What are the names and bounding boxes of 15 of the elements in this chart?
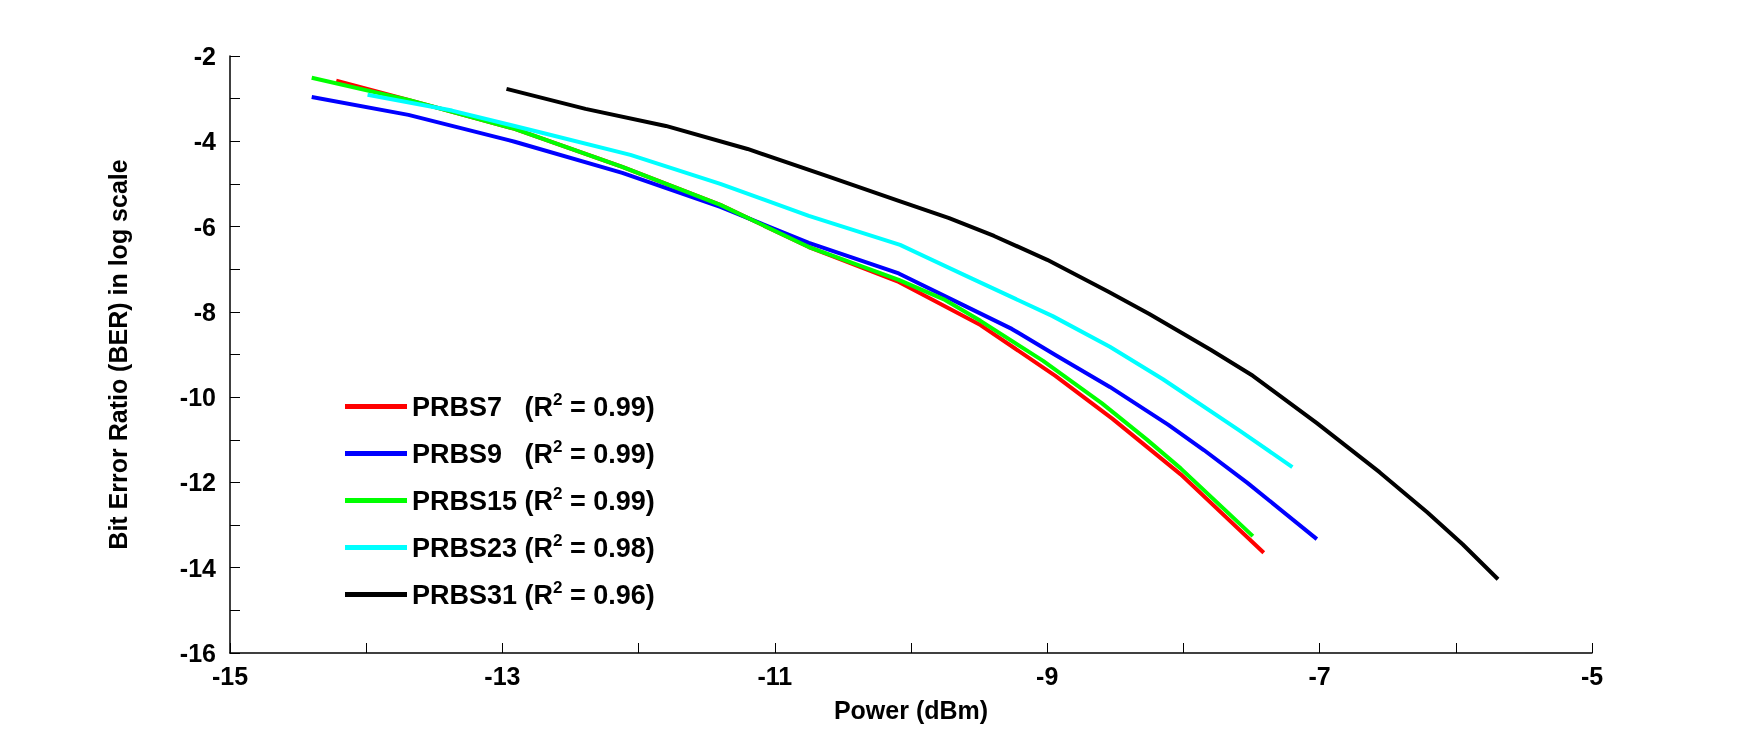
x-tick-label: -5 [1580,661,1604,690]
x-tick-label: -7 [1308,661,1331,690]
x-tick-label: -11 [757,661,793,690]
y-tick-label: -2 [193,42,216,70]
y-tick-label: -14 [179,553,217,582]
y-tick-label: -10 [179,383,216,412]
x-axis-title: Power (dBm) [833,695,989,724]
y-tick-label: -6 [193,212,216,241]
x-tick-label: -13 [484,661,521,690]
y-tick-label: -4 [193,127,217,156]
y-axis-title: Bit Error Ratio (BER) in log scale [103,159,132,550]
x-tick-label: -9 [1036,661,1059,690]
y-tick-label: -8 [193,297,217,326]
line-series [365,92,1295,470]
y-tick-label: -12 [179,468,216,497]
